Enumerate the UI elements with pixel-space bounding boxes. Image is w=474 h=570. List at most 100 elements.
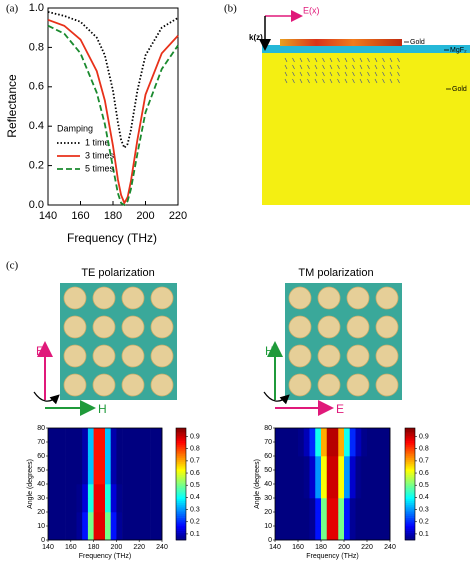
- colorbar-step: [405, 515, 415, 518]
- heat-cell: [286, 428, 293, 443]
- field-arrow: [329, 57, 333, 63]
- heat-cell: [298, 484, 305, 499]
- heat-cell: [303, 526, 310, 541]
- field-arrow: [359, 64, 363, 70]
- field-arrow: [322, 71, 325, 77]
- heat-cell: [65, 526, 72, 541]
- field-arrow: [344, 64, 348, 70]
- colorbar-step: [176, 450, 186, 453]
- heat-cell: [367, 484, 374, 499]
- heat-cell: [361, 484, 368, 499]
- heat-cell: [133, 484, 140, 499]
- heat-cell: [105, 512, 111, 527]
- x-tick-label: 220: [169, 210, 187, 222]
- colorbar-step: [176, 452, 186, 455]
- heat-cell: [315, 442, 322, 457]
- heat-cell: [355, 512, 362, 527]
- heat-cell: [367, 498, 374, 513]
- heat-cell: [53, 456, 60, 471]
- x-tick-label: 200: [136, 210, 154, 222]
- colorbar-step: [405, 495, 415, 498]
- heat-cell: [65, 512, 72, 527]
- data-line: [47, 18, 179, 206]
- heat-cell: [116, 484, 123, 499]
- heat-cell: [150, 470, 157, 485]
- heat-cell: [378, 484, 385, 499]
- heat-cell: [156, 498, 163, 513]
- colorbar-step: [176, 523, 186, 526]
- y-tick-label: 80: [264, 425, 272, 432]
- colorbar-step: [405, 463, 415, 466]
- heat-cell: [59, 442, 66, 457]
- colorbar-tick-label: 0.2: [419, 519, 429, 526]
- heat-cell: [82, 512, 89, 527]
- colorbar-step: [176, 444, 186, 447]
- colorbar-step: [176, 512, 186, 515]
- heat-cell: [292, 484, 299, 499]
- gold-disk: [346, 344, 370, 368]
- colorbar-tick-label: 0.8: [419, 446, 429, 453]
- field-arrow: [352, 71, 355, 77]
- heat-cell: [298, 442, 305, 457]
- colorbar-step: [176, 498, 186, 502]
- heat-cell: [105, 484, 111, 499]
- field-arrow: [337, 71, 340, 77]
- x-tick-label: 240: [156, 544, 168, 551]
- x-axis-label: Frequency (THz): [79, 553, 132, 560]
- colorbar-step: [176, 489, 186, 492]
- colorbar-step: [405, 525, 415, 528]
- heat-cell: [338, 456, 345, 471]
- heat-cell: [280, 442, 287, 457]
- heat-cell: [355, 498, 362, 513]
- heat-cell: [309, 470, 316, 485]
- x-tick-label: 140: [269, 544, 281, 551]
- heat-cell: [133, 526, 140, 541]
- colorbar-frame: [404, 427, 416, 541]
- colorbar-step: [405, 459, 415, 462]
- heat-cell: [361, 442, 368, 457]
- heat-cell: [93, 526, 100, 541]
- field-arrow: [299, 64, 303, 70]
- heat-cell: [144, 512, 151, 527]
- heat-cell: [59, 456, 66, 471]
- heat-cell: [275, 498, 282, 513]
- heat-cell: [76, 442, 83, 457]
- colorbar-step: [405, 461, 415, 464]
- colorbar-tick-label: 0.6: [190, 470, 200, 477]
- heat-cell: [48, 512, 54, 527]
- polarization-title: TE polarization: [81, 267, 154, 279]
- colorbar-step: [405, 450, 415, 453]
- colorbar-tick-label: 0.8: [190, 446, 200, 453]
- heat-cell: [110, 526, 117, 541]
- colorbar-step: [405, 508, 415, 511]
- heat-cell: [156, 428, 163, 443]
- colorbar-step: [176, 478, 186, 481]
- heat-cell: [93, 442, 100, 457]
- colorbar-step: [405, 441, 415, 444]
- heat-cell: [150, 456, 157, 471]
- heat-cell: [372, 456, 379, 471]
- y-tick-label: 40: [37, 481, 45, 488]
- field-arrow: [314, 78, 318, 84]
- heat-cell: [344, 470, 351, 485]
- y-tick-label: 0.8: [29, 41, 44, 53]
- colorbar-step: [176, 457, 186, 461]
- colorbar-step: [176, 487, 186, 490]
- colorbar-step: [405, 478, 415, 481]
- heat-cell: [105, 526, 111, 541]
- heat-cell: [321, 484, 328, 499]
- heat-cell: [127, 498, 134, 513]
- heat-cell: [122, 498, 129, 513]
- gold-disk: [92, 286, 116, 310]
- gold-disk: [317, 286, 341, 310]
- heat-cell: [99, 512, 106, 527]
- heat-cell: [367, 456, 374, 471]
- field-arrow: [382, 71, 385, 77]
- heat-cell: [99, 526, 106, 541]
- y-tick-label: 80: [37, 425, 45, 432]
- colorbar-step: [176, 437, 186, 440]
- heat-cell: [355, 456, 362, 471]
- heat-cell: [378, 428, 385, 443]
- heat-cell: [286, 442, 293, 457]
- heat-cell: [122, 442, 129, 457]
